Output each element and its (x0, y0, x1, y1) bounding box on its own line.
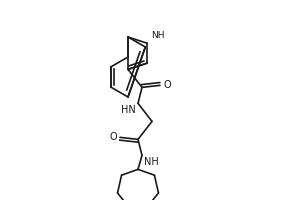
Text: HN: HN (121, 105, 136, 115)
Text: NH: NH (151, 31, 164, 40)
Text: NH: NH (144, 157, 159, 167)
Text: O: O (163, 80, 171, 90)
Text: O: O (110, 132, 117, 142)
